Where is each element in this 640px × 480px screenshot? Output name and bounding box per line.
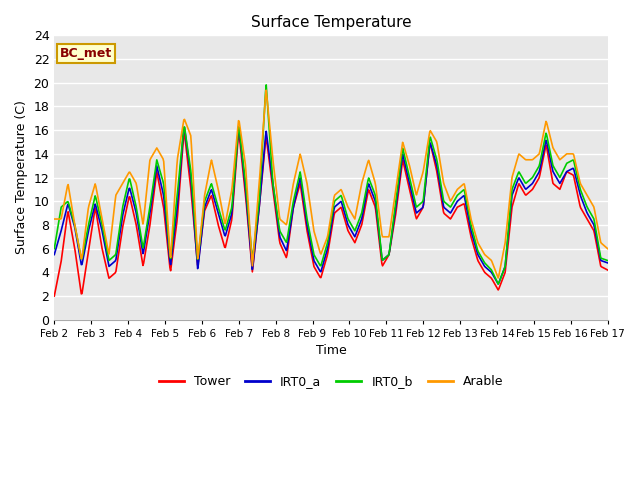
Arable: [494, 275, 502, 281]
Tower: [235, 130, 243, 136]
IRT0_a: [387, 239, 395, 245]
Tower: [604, 267, 611, 273]
IRT0_a: [471, 240, 479, 246]
IRT0_a: [494, 281, 502, 287]
Tower: [387, 240, 395, 246]
IRT0_a: [404, 172, 412, 178]
Y-axis label: Surface Temperature (C): Surface Temperature (C): [15, 101, 28, 254]
IRT0_b: [404, 166, 412, 172]
IRT0_a: [235, 124, 243, 130]
Tower: [404, 178, 412, 183]
IRT0_b: [84, 223, 92, 229]
IRT0_a: [84, 229, 92, 235]
IRT0_b: [528, 175, 536, 181]
Arable: [51, 216, 58, 222]
Text: BC_met: BC_met: [60, 47, 112, 60]
Line: Tower: Tower: [54, 133, 607, 296]
Tower: [471, 247, 479, 252]
IRT0_b: [471, 236, 479, 242]
Arable: [387, 221, 395, 227]
Line: IRT0_b: IRT0_b: [54, 85, 607, 284]
IRT0_a: [528, 181, 536, 187]
Tower: [372, 213, 380, 218]
IRT0_b: [372, 202, 380, 207]
Arable: [404, 156, 412, 161]
Tower: [51, 293, 58, 299]
Line: IRT0_a: IRT0_a: [54, 127, 607, 284]
Arable: [471, 229, 479, 235]
Legend: Tower, IRT0_a, IRT0_b, Arable: Tower, IRT0_a, IRT0_b, Arable: [154, 370, 508, 393]
IRT0_b: [604, 258, 611, 264]
IRT0_b: [262, 82, 270, 88]
Tower: [527, 187, 535, 193]
IRT0_a: [372, 207, 380, 213]
IRT0_a: [604, 260, 611, 266]
IRT0_b: [494, 281, 502, 287]
IRT0_b: [387, 237, 395, 243]
Arable: [372, 188, 380, 194]
Arable: [528, 157, 536, 163]
IRT0_a: [51, 252, 58, 257]
Arable: [604, 246, 611, 252]
Tower: [84, 250, 92, 255]
Line: Arable: Arable: [54, 90, 607, 278]
X-axis label: Time: Time: [316, 344, 346, 357]
Arable: [262, 87, 270, 93]
Arable: [84, 206, 92, 212]
Title: Surface Temperature: Surface Temperature: [251, 15, 412, 30]
IRT0_b: [51, 246, 58, 252]
